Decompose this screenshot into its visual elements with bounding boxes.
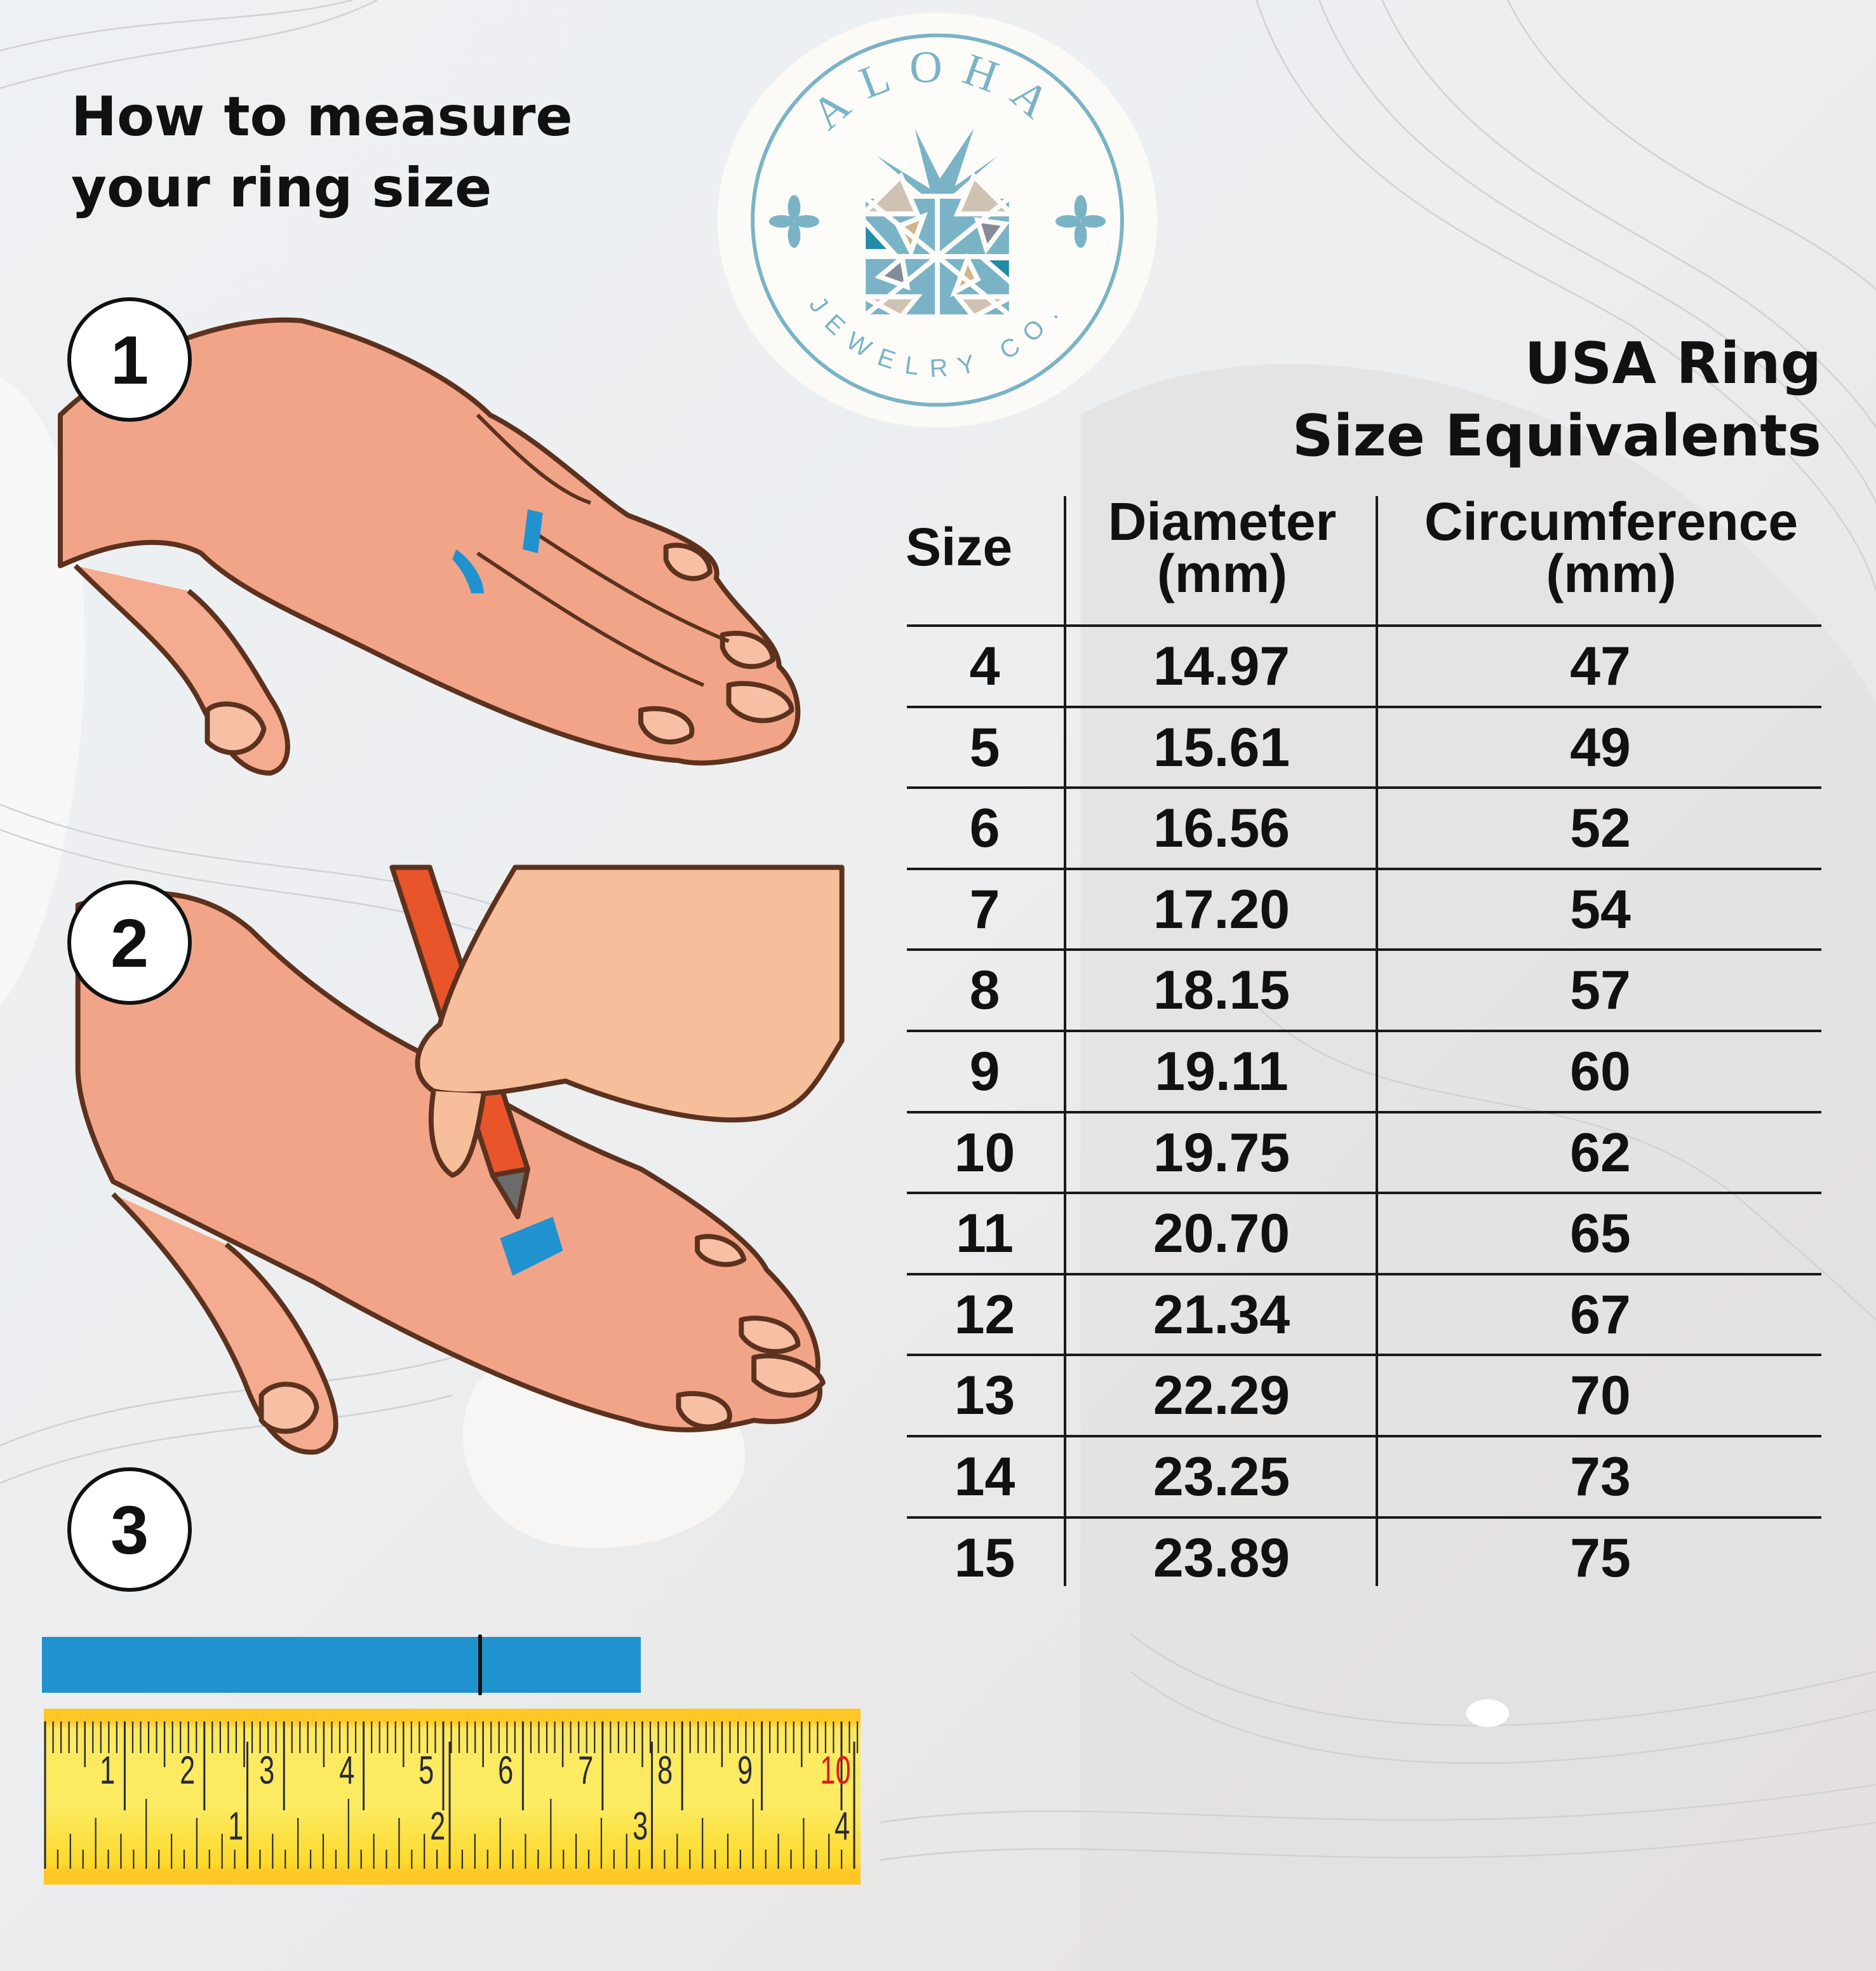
header-diameter: Diameter (mm): [1068, 495, 1377, 600]
aloha-logo: ALOHA JEWELRY CO.: [751, 33, 1124, 407]
row-divider: [907, 1192, 1821, 1195]
table-title-line-2: Size Equivalents: [1292, 403, 1821, 469]
cell-size: 11: [956, 1203, 1014, 1265]
cell-size: 13: [954, 1365, 1015, 1427]
cell-circumference: 54: [1570, 878, 1631, 940]
row-divider: [907, 1435, 1821, 1437]
step-2-badge: 2: [67, 880, 192, 1005]
cm-label: 10: [820, 1749, 851, 1793]
cell-size: 9: [969, 1041, 1000, 1102]
row-divider: [907, 948, 1821, 952]
cell-diameter: 16.56: [1153, 798, 1290, 859]
cell-diameter: 18.15: [1153, 960, 1290, 1021]
cell-diameter: 20.70: [1153, 1203, 1290, 1265]
row-divider: [907, 1110, 1821, 1113]
cell-circumference: 60: [1570, 1041, 1631, 1102]
cell-diameter: 15.61: [1153, 716, 1290, 778]
row-divider: [907, 1354, 1821, 1357]
inch-label: 2: [430, 1805, 446, 1848]
cell-size: 15: [954, 1527, 1015, 1589]
cm-label: 9: [737, 1749, 753, 1793]
inch-label: 3: [632, 1805, 648, 1848]
cell-circumference: 70: [1570, 1365, 1631, 1427]
row-divider: [907, 705, 1821, 708]
inch-label: 1: [227, 1805, 243, 1848]
ruler-ticks: [44, 1721, 859, 1869]
row-divider: [907, 786, 1821, 790]
header-diameter-label: Diameter: [1108, 492, 1337, 551]
cm-label: 7: [577, 1749, 594, 1793]
cell-size: 10: [954, 1122, 1015, 1183]
cell-size: 4: [969, 636, 1000, 697]
measuring-tape: 1 2 3 4 5 6 7 8 9 10 1 2 3 4: [44, 1709, 861, 1885]
cm-label: 6: [498, 1749, 514, 1793]
cm-label: 1: [100, 1749, 116, 1793]
heading-line-1: How to measure: [71, 85, 573, 149]
row-divider: [907, 1030, 1821, 1032]
cell-size: 5: [969, 716, 1000, 778]
cell-circumference: 47: [1570, 636, 1631, 697]
cell-diameter: 19.11: [1155, 1041, 1289, 1102]
header-circumference-label: Circumference: [1424, 492, 1799, 551]
cell-diameter: 22.29: [1153, 1365, 1290, 1427]
row-divider: [907, 1272, 1821, 1275]
header-diameter-unit: (mm): [1156, 544, 1288, 603]
cm-label: 3: [259, 1749, 275, 1793]
column-divider: [1064, 496, 1066, 1586]
header-circumference-unit: (mm): [1546, 544, 1677, 603]
cell-size: 7: [969, 878, 1000, 940]
cell-diameter: 17.20: [1153, 878, 1290, 940]
header-circumference: Circumference (mm): [1379, 495, 1843, 600]
step-3-badge: 3: [67, 1467, 192, 1592]
table-title: USA Ring Size Equivalents: [1292, 328, 1821, 473]
inch-label: 4: [834, 1805, 850, 1848]
cell-circumference: 73: [1570, 1446, 1631, 1507]
cm-label: 2: [179, 1749, 196, 1793]
cell-diameter: 14.97: [1153, 636, 1290, 697]
cell-diameter: 23.25: [1153, 1446, 1290, 1507]
page-heading: How to measure your ring size: [71, 81, 573, 224]
strip-mark: [478, 1634, 482, 1695]
cell-size: 8: [969, 960, 1000, 1021]
step-1-badge: 1: [67, 297, 192, 422]
cell-size: 6: [969, 798, 1000, 859]
hand-illustration-1: [58, 317, 801, 776]
cell-diameter: 19.75: [1153, 1122, 1290, 1183]
cell-circumference: 65: [1570, 1203, 1631, 1265]
table-title-line-1: USA Ring: [1524, 330, 1821, 397]
cm-label: 4: [338, 1749, 354, 1793]
cm-label: 8: [657, 1749, 673, 1793]
row-divider: [907, 1516, 1821, 1519]
cell-size: 12: [954, 1284, 1015, 1345]
cell-circumference: 62: [1570, 1122, 1631, 1183]
cell-diameter: 21.34: [1153, 1284, 1290, 1345]
hand-illustration-2: [75, 864, 845, 1455]
cell-circumference: 75: [1570, 1527, 1631, 1589]
heading-line-2: your ring size: [71, 156, 492, 220]
cell-circumference: 67: [1570, 1284, 1631, 1345]
cell-diameter: 23.89: [1153, 1527, 1290, 1589]
column-divider: [1376, 496, 1378, 1586]
row-divider: [907, 624, 1821, 627]
paper-strip: [42, 1637, 641, 1693]
row-divider: [907, 867, 1821, 870]
header-size: Size: [905, 517, 1013, 577]
cell-size: 14: [954, 1446, 1015, 1507]
cell-circumference: 49: [1570, 716, 1631, 778]
cm-label: 5: [419, 1749, 434, 1793]
cell-circumference: 57: [1570, 960, 1631, 1021]
cell-circumference: 52: [1570, 798, 1631, 859]
